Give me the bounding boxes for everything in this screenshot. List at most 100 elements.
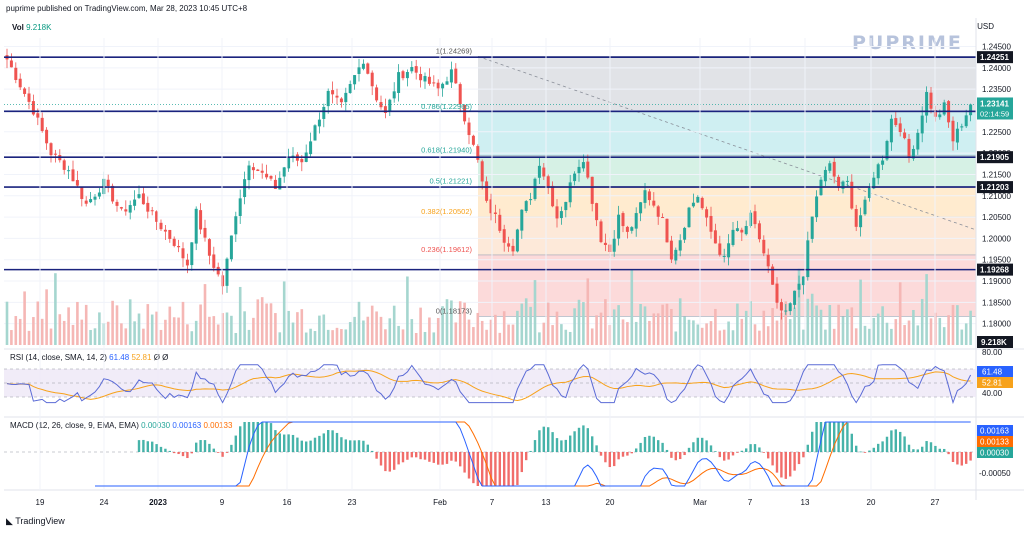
- candle-body: [168, 229, 172, 239]
- volume-bar: [837, 304, 840, 345]
- candle-body: [691, 202, 695, 207]
- volume-bar: [54, 273, 57, 345]
- candle-body: [731, 229, 735, 245]
- candle-body: [410, 67, 414, 72]
- volume-bar: [599, 312, 603, 345]
- macd-histogram-bar: [705, 440, 708, 452]
- macd-histogram-bar: [252, 422, 255, 452]
- macd-histogram-bar: [560, 440, 563, 452]
- time-tick-label: 7: [490, 498, 495, 507]
- macd-histogram-bar: [322, 433, 325, 452]
- macd-histogram-bar: [679, 452, 682, 460]
- macd-histogram-bar: [217, 452, 220, 453]
- volume-bar: [700, 327, 704, 345]
- macd-histogram-bar: [613, 452, 616, 467]
- volume-bar: [216, 324, 220, 345]
- candle-body: [454, 68, 458, 84]
- volume-bar: [287, 310, 290, 345]
- volume-bar: [661, 304, 664, 345]
- candle-body: [146, 202, 150, 212]
- candle-body: [894, 118, 898, 126]
- macd-histogram-bar: [533, 440, 537, 452]
- macd-badge: [977, 425, 1013, 436]
- volume-bar: [744, 310, 748, 345]
- current-price-label: 1.23141: [980, 99, 1009, 108]
- volume-bar: [718, 330, 722, 345]
- candle-body: [502, 229, 506, 243]
- macd-histogram-bar: [890, 430, 893, 452]
- time-tick-label: 23: [348, 498, 357, 507]
- candle-body: [401, 71, 405, 79]
- candle-body: [326, 90, 330, 107]
- volume-bar: [142, 328, 145, 345]
- volume-bar: [111, 300, 114, 345]
- volume-bar: [604, 299, 607, 345]
- candle-body: [449, 69, 453, 83]
- candle-body: [801, 276, 805, 286]
- macd-histogram-bar: [155, 444, 158, 452]
- volume-bar: [23, 291, 26, 345]
- volume-badge-label: 9.218K: [981, 338, 1007, 347]
- volume-bar: [639, 303, 642, 345]
- macd-histogram-bar: [903, 436, 906, 452]
- candle-body: [383, 106, 387, 114]
- volume-bar: [709, 321, 713, 345]
- volume-bar: [106, 321, 110, 345]
- macd-histogram-bar: [309, 440, 312, 452]
- candle-body: [678, 240, 682, 251]
- volume-bar: [929, 318, 933, 345]
- macd-histogram-bar: [168, 450, 171, 452]
- candle-body: [247, 165, 251, 181]
- candle-body: [735, 228, 739, 232]
- volume-bar: [705, 323, 708, 345]
- candle-body: [964, 115, 968, 127]
- volume-bar: [674, 331, 678, 345]
- macd-histogram-bar: [313, 437, 317, 452]
- macd-histogram-bar: [762, 452, 765, 453]
- volume-bar: [238, 286, 242, 345]
- candle-body: [31, 101, 35, 115]
- level-badge: [977, 263, 1013, 276]
- macd-histogram-bar: [674, 452, 677, 461]
- fib-zone: [478, 56, 976, 112]
- macd-histogram-bar: [828, 422, 831, 452]
- volume-bar: [692, 320, 695, 345]
- volume-bar: [62, 320, 66, 345]
- time-tick-label: 27: [931, 498, 940, 507]
- macd-signal-badge-label: 0.00133: [980, 438, 1009, 447]
- volume-bar: [516, 310, 519, 345]
- price-tick-label: 1.23500: [982, 85, 1011, 94]
- chart-header: puprime published on TradingView.com, Ma…: [6, 4, 248, 13]
- volume-bar: [252, 317, 255, 345]
- candle-body: [287, 157, 291, 169]
- volume-bar: [265, 303, 268, 345]
- volume-bar: [366, 316, 370, 345]
- candle-body: [243, 179, 247, 198]
- price-tick-label: 1.20000: [982, 234, 1011, 243]
- candle-body: [903, 132, 907, 139]
- volume-bar: [304, 332, 308, 345]
- volume-bar: [793, 307, 796, 345]
- macd-histogram-bar: [199, 440, 202, 452]
- candle-body: [639, 202, 643, 214]
- volume-bar: [80, 319, 84, 345]
- macd-histogram-bar: [406, 452, 409, 460]
- volume-bar: [626, 322, 629, 345]
- volume-bar: [357, 301, 361, 345]
- volume-bar: [344, 329, 348, 345]
- candle-body: [837, 176, 841, 188]
- volume-bar: [951, 304, 955, 345]
- macd-histogram-bar: [749, 444, 752, 452]
- current-price-badge: [977, 97, 1013, 120]
- candle-body: [71, 169, 75, 182]
- macd-histogram-bar: [212, 448, 215, 452]
- candle-body: [458, 84, 462, 105]
- macd-histogram-bar: [564, 439, 567, 452]
- candle-body: [124, 209, 128, 212]
- time-tick-label: Feb: [433, 498, 447, 507]
- volume-bar: [392, 305, 396, 345]
- macd-histogram-bar: [142, 439, 145, 452]
- volume-bar: [331, 330, 334, 345]
- candle-body: [925, 91, 929, 116]
